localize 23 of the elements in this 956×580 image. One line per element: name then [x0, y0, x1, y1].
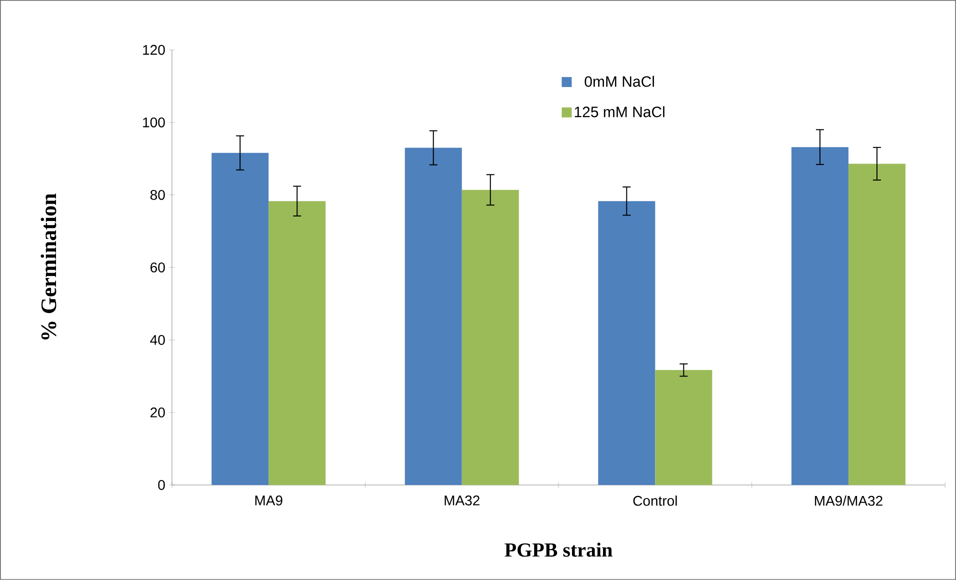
bar [655, 370, 712, 486]
x-tick-label: MA9 [255, 496, 282, 506]
legend-label: 0mM NaCl [584, 76, 654, 87]
y-tick-label: 0 [158, 480, 165, 490]
bar [268, 201, 326, 486]
y-tick-label: 40 [150, 335, 165, 345]
bar [791, 147, 848, 486]
bar [404, 148, 462, 486]
legend-label: 125 mM NaCl [574, 106, 664, 118]
y-tick-label: 120 [143, 44, 165, 55]
bar [212, 152, 269, 486]
x-tick-label: Control [633, 496, 677, 506]
y-tick-label: 100 [143, 117, 165, 128]
x-axis-title: PGPB strain [504, 542, 612, 557]
bar [462, 190, 519, 486]
y-tick-label: 20 [150, 408, 165, 418]
x-tick-label: MA32 [444, 496, 480, 506]
y-tick-label: 80 [150, 190, 165, 200]
x-tick-label: MA9/MA32 [814, 496, 882, 506]
y-axis-title: % Germination [40, 194, 56, 340]
bar [848, 164, 906, 486]
y-tick-label: 60 [150, 262, 165, 272]
bar [598, 201, 656, 486]
